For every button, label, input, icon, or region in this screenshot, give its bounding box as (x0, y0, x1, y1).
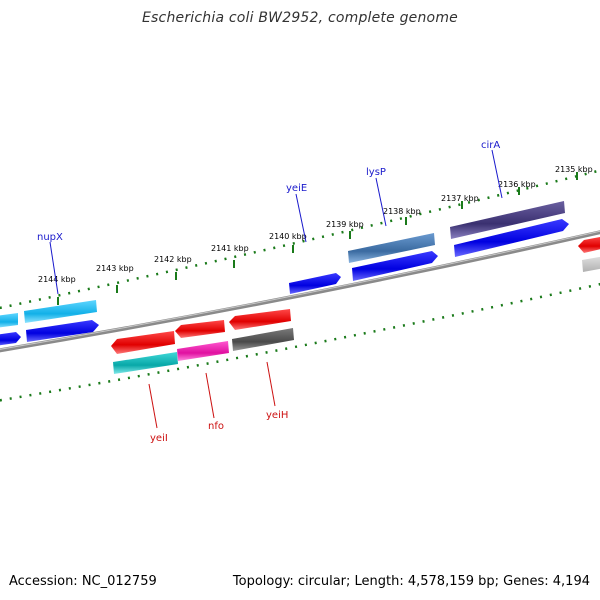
gene-label-nfo: nfo (208, 421, 224, 432)
outer-major-ticks (57, 172, 578, 305)
gene-label-nupx: nupX (37, 232, 63, 243)
gene-yeie-feature[interactable] (289, 273, 341, 294)
gene-nfo-feature[interactable] (177, 341, 229, 361)
tick-label-2143: 2143 kbp (96, 264, 134, 273)
gene-label-yeih: yeiH (266, 410, 288, 421)
tick-label-2138: 2138 kbp (383, 207, 421, 216)
gene-label-cira: cirA (481, 140, 500, 151)
gene-yeii-feature[interactable] (113, 352, 178, 374)
tick-label-2139: 2139 kbp (326, 220, 364, 229)
gene-feature (111, 331, 175, 354)
gene-feature (0, 313, 18, 328)
gene-lysp-feature[interactable] (348, 233, 435, 263)
genome-summary-text: Topology: circular; Length: 4,578,159 bp… (232, 574, 590, 589)
tick-label-2141: 2141 kbp (211, 244, 249, 253)
tick-label-2144: 2144 kbp (38, 275, 76, 284)
genome-backbone (0, 230, 600, 353)
label-leaders (49, 149, 503, 429)
gene-label-yeie: yeiE (286, 183, 307, 194)
tick-label-2136: 2136 kbp (498, 180, 536, 189)
gene-feature (0, 332, 21, 346)
tick-label-2137: 2137 kbp (441, 194, 479, 203)
gene-label-yeii: yeiI (150, 433, 168, 444)
gene-nupx-feature[interactable] (24, 300, 97, 323)
gene-feature (229, 309, 291, 330)
gene-feature (175, 320, 225, 338)
forward-strand-genes (0, 201, 569, 346)
gene-feature (582, 256, 600, 272)
tick-label-2135: 2135 kbp (555, 165, 593, 174)
tick-label-2140: 2140 kbp (269, 232, 307, 241)
gene-cira-feature[interactable] (450, 201, 565, 239)
gene-feature (352, 251, 438, 281)
page-title: Escherichia coli BW2952, complete genome (142, 10, 458, 26)
gene-feature (578, 236, 600, 253)
inner-tick-track (0, 282, 600, 402)
gene-label-lysp: lysP (366, 167, 386, 178)
accession-text: Accession: NC_012759 (9, 574, 157, 589)
tick-label-2142: 2142 kbp (154, 255, 192, 264)
gene-feature (26, 320, 99, 342)
gene-yeih-feature[interactable] (232, 328, 294, 351)
reverse-strand-genes (111, 236, 600, 374)
gene-feature (454, 219, 569, 257)
